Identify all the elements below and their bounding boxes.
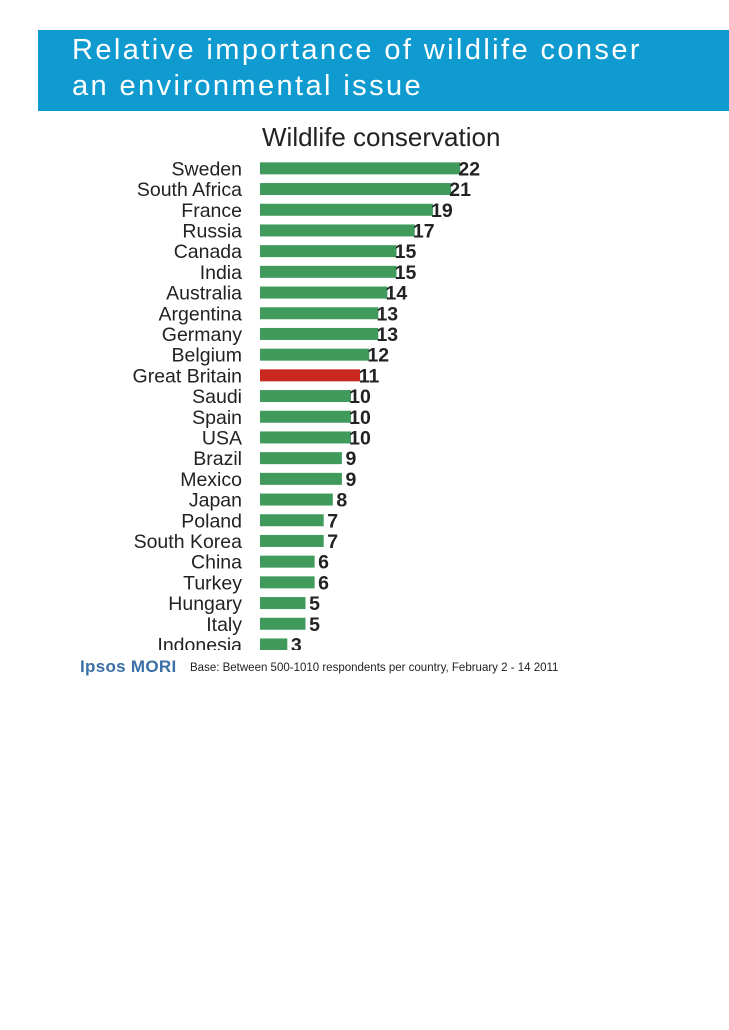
value-label-belgium: 12 <box>367 345 389 367</box>
value-label-mexico: 9 <box>345 469 356 491</box>
bar-italy <box>260 617 306 630</box>
ipsos-mori-logo: Ipsos MORI <box>80 657 177 676</box>
bar-canada <box>260 245 397 258</box>
category-label-germany: Germany <box>162 324 242 346</box>
value-label-canada: 15 <box>395 241 417 263</box>
value-label-south-korea: 7 <box>327 531 338 553</box>
category-label-italy: Italy <box>206 614 242 636</box>
category-label-spain: Spain <box>192 407 242 429</box>
bar-russia <box>260 224 415 237</box>
value-label-china: 6 <box>318 552 329 574</box>
category-label-saudi: Saudi <box>192 386 242 408</box>
category-label-japan: Japan <box>189 490 242 512</box>
category-label-sweden: Sweden <box>172 158 242 180</box>
category-label-south-korea: South Korea <box>134 531 243 553</box>
category-label-brazil: Brazil <box>193 448 242 470</box>
category-label-usa: USA <box>202 427 242 449</box>
bar-indonesia <box>260 638 288 650</box>
category-label-great-britain: Great Britain <box>133 365 242 387</box>
bar-saudi <box>260 390 351 403</box>
category-label-india: India <box>200 262 242 284</box>
footnote: Base: Between 500-1010 respondents per c… <box>190 662 559 674</box>
value-label-japan: 8 <box>336 490 347 512</box>
value-label-hungary: 5 <box>309 593 320 615</box>
title-bar: Relative importance of wildlife conser a… <box>38 30 729 111</box>
value-label-sweden: 22 <box>458 158 480 180</box>
category-label-russia: Russia <box>182 220 242 242</box>
value-label-brazil: 9 <box>345 448 356 470</box>
value-label-saudi: 10 <box>349 386 371 408</box>
category-label-indonesia: Indonesia <box>157 634 242 650</box>
value-label-turkey: 6 <box>318 572 329 594</box>
value-label-russia: 17 <box>413 220 435 242</box>
chart-title-line-2: an environmental issue <box>72 70 424 102</box>
category-label-australia: Australia <box>166 283 242 305</box>
category-label-argentina: Argentina <box>159 303 243 325</box>
bar-hungary <box>260 597 306 610</box>
value-label-great-britain: 11 <box>359 365 380 387</box>
value-label-poland: 7 <box>327 510 338 532</box>
chart-title-line-1: Relative importance of wildlife conser <box>72 34 642 66</box>
bar-spain <box>260 410 351 423</box>
bar-india <box>260 265 397 278</box>
bar-japan <box>260 493 333 506</box>
bar-brazil <box>260 452 342 465</box>
bar-chart: Sweden 22 South Africa 21 France 19 Russia 17 Ca… <box>133 158 480 650</box>
value-label-germany: 13 <box>376 324 398 346</box>
bar-sweden <box>260 162 461 175</box>
bar-belgium <box>260 348 370 361</box>
value-label-france: 19 <box>431 200 453 222</box>
bar-argentina <box>260 307 379 320</box>
bar-usa <box>260 431 351 444</box>
category-label-south-africa: South Africa <box>137 179 242 201</box>
bar-turkey <box>260 576 315 589</box>
bar-germany <box>260 327 379 340</box>
category-label-canada: Canada <box>174 241 242 263</box>
category-label-poland: Poland <box>181 510 242 532</box>
value-label-australia: 14 <box>386 283 408 305</box>
bar-australia <box>260 286 388 299</box>
value-label-argentina: 13 <box>376 303 398 325</box>
bar-mexico <box>260 472 342 485</box>
category-label-china: China <box>191 552 242 574</box>
bar-south-korea <box>260 534 324 547</box>
value-label-spain: 10 <box>349 407 371 429</box>
bar-china <box>260 555 315 568</box>
series-title: Wildlife conservation <box>262 122 501 152</box>
bar-south-africa <box>260 183 452 196</box>
value-label-usa: 10 <box>349 427 371 449</box>
bar-poland <box>260 514 324 527</box>
value-label-india: 15 <box>395 262 417 284</box>
value-label-south-africa: 21 <box>449 179 471 201</box>
category-label-turkey: Turkey <box>183 572 242 594</box>
bar-great-britain <box>260 369 361 382</box>
category-label-belgium: Belgium <box>172 345 242 367</box>
category-label-mexico: Mexico <box>180 469 242 491</box>
value-label-indonesia: 3 <box>291 634 302 650</box>
category-label-france: France <box>181 200 242 222</box>
value-label-italy: 5 <box>309 614 320 636</box>
bar-france <box>260 203 433 216</box>
category-label-hungary: Hungary <box>168 593 242 615</box>
